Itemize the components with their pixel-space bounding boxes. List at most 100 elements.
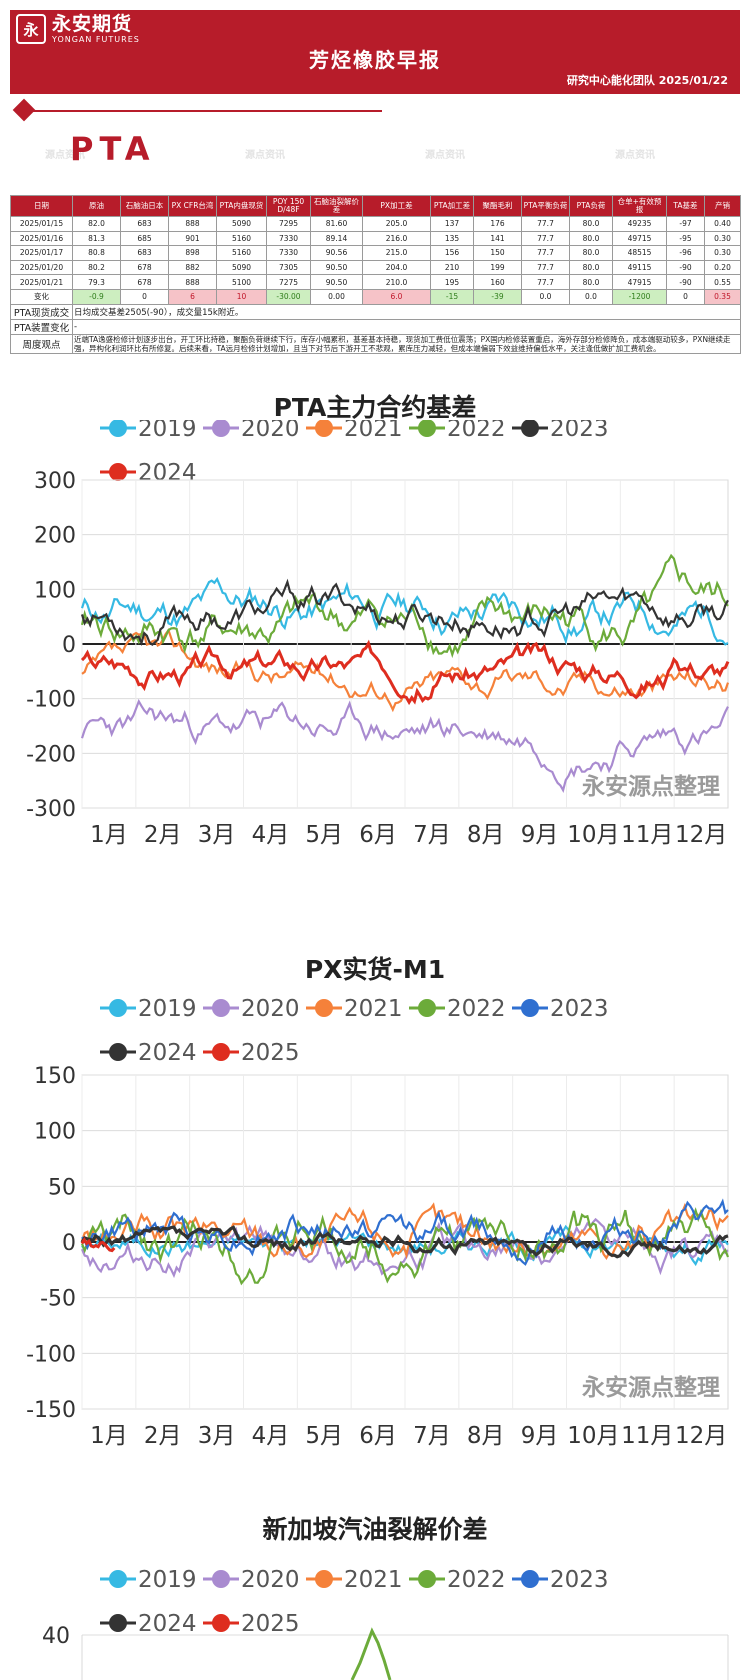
column-header: PX CFR台湾 — [168, 195, 217, 217]
table-cell: 79.3 — [72, 274, 121, 290]
x-tick-label: 2月 — [144, 822, 182, 848]
table-row: 2025/01/21 79.3 678 888 5100 7275 90.50 210.0 19… — [10, 274, 741, 290]
change-cell: -1200 — [612, 288, 667, 305]
y-tick-label: -100 — [26, 1342, 76, 1367]
y-tick-label: 100 — [34, 578, 76, 603]
table-cell: 0.20 — [704, 259, 741, 276]
y-tick-label: -150 — [26, 1398, 76, 1423]
column-header: 日期 — [10, 195, 73, 217]
table-cell: 80.0 — [569, 216, 613, 232]
legend-item: 2020 — [203, 420, 300, 442]
x-tick-label: 1月 — [90, 822, 128, 848]
x-tick-label: 8月 — [467, 822, 505, 848]
table-cell: 77.7 — [521, 230, 570, 247]
chart-title: PTA主力合约基差 — [273, 393, 477, 422]
legend-label: 2022 — [447, 996, 506, 1022]
column-header: 原油 — [72, 195, 121, 217]
table-cell: 2025/01/16 — [10, 230, 73, 247]
watermark: 源点资讯 — [615, 150, 655, 161]
x-tick-label: 10月 — [567, 1423, 619, 1449]
table-cell: 0.40 — [704, 216, 741, 232]
table-cell: 898 — [168, 245, 217, 261]
legend-label: 2024 — [138, 460, 197, 486]
table-cell: 7305 — [266, 259, 311, 276]
x-tick-label: 10月 — [567, 822, 619, 848]
legend-label: 2023 — [550, 420, 609, 442]
table-cell: 0.30 — [704, 230, 741, 247]
table-row: 2025/01/17 80.8 683 898 5160 7330 90.56 215.0 15… — [10, 245, 741, 261]
table-cell: 176 — [473, 216, 522, 232]
spot-row: PTA现货成交 日均成交基差2505(-90），成交量15k附近。 — [10, 303, 741, 320]
y-tick-label: -50 — [40, 1287, 76, 1312]
table-row: 2025/01/20 80.2 678 882 5090 7305 90.50 204.0 21… — [10, 259, 741, 276]
table-cell: 2025/01/21 — [10, 274, 73, 290]
watermark: 源点资讯 — [425, 150, 465, 161]
row-text: 日均成交基差2505(-90），成交量15k附近。 — [72, 303, 741, 320]
series-line — [80, 639, 730, 706]
table-cell: -96 — [666, 245, 705, 261]
table-cell: 678 — [120, 274, 169, 290]
table-cell: 7330 — [266, 230, 311, 247]
table-cell: 0.55 — [704, 274, 741, 290]
legend-label: 2020 — [241, 420, 300, 442]
series-line — [81, 628, 730, 713]
legend-item: 2021 — [306, 1567, 403, 1593]
table-cell: 80.0 — [569, 245, 613, 261]
table-cell: 199 — [473, 259, 522, 276]
row-label: PTA现货成交 — [10, 303, 73, 320]
table-cell: 137 — [430, 216, 474, 232]
report-subtitle: 研究中心能化团队 2025/01/22 — [566, 74, 728, 87]
legend-item: 2023 — [512, 420, 609, 442]
table-cell: 80.0 — [569, 274, 613, 290]
table-cell: 7275 — [266, 274, 311, 290]
x-tick-label: 12月 — [675, 822, 727, 848]
table-cell: -97 — [666, 216, 705, 232]
series-line — [80, 1236, 116, 1253]
legend-item: 2019 — [100, 996, 197, 1022]
report-title: 芳烃橡胶早报 — [309, 48, 441, 72]
legend-item: 2021 — [306, 420, 403, 442]
x-tick-label: 8月 — [467, 1423, 505, 1449]
table-cell: 204.0 — [362, 259, 431, 276]
table-cell: 150 — [473, 245, 522, 261]
table-cell: 683 — [120, 216, 169, 232]
x-tick-label: 7月 — [413, 1423, 451, 1449]
table-cell: 678 — [120, 259, 169, 276]
table-cell: 47915 — [612, 274, 667, 290]
y-tick-label: 50 — [48, 1175, 76, 1200]
pta-data-table: 日期 原油 石脑油日本 PX CFR台湾 PTA内盘现货 POY 150 D/48F 石脑油… — [10, 195, 741, 355]
column-header: 石脑油裂解价差 — [310, 195, 363, 217]
x-tick-label: 11月 — [621, 822, 673, 848]
table-cell: 7330 — [266, 245, 311, 261]
table-cell: 0.30 — [704, 245, 741, 261]
chart-watermark: 永安源点整理 — [582, 1374, 720, 1401]
table-cell: 90.50 — [310, 274, 363, 290]
x-tick-label: 4月 — [252, 822, 290, 848]
column-header: PTA负荷 — [569, 195, 613, 217]
table-row: 2025/01/16 81.3 685 901 5160 7330 89.14 216.0 13… — [10, 230, 741, 247]
column-header: PTA平衡负荷 — [521, 195, 570, 217]
table-cell: 77.7 — [521, 216, 570, 232]
table-header-row: 日期 原油 石脑油日本 PX CFR台湾 PTA内盘现货 POY 150 D/48F 石脑油… — [10, 195, 741, 217]
table-cell: 882 — [168, 259, 217, 276]
y-tick-label: 100 — [34, 1120, 76, 1145]
legend-label: 2023 — [550, 1567, 609, 1593]
legend-label: 2025 — [241, 1611, 300, 1637]
change-cell: 0 — [120, 288, 169, 305]
table-cell: 5100 — [216, 274, 267, 290]
legend-item: 2020 — [203, 1567, 300, 1593]
x-tick-label: 5月 — [305, 822, 343, 848]
table-cell: 90.56 — [310, 245, 363, 261]
x-tick-label: 4月 — [252, 1423, 290, 1449]
table-cell: 5160 — [216, 245, 267, 261]
change-cell: 6.0 — [362, 288, 431, 305]
legend-item: 2023 — [512, 996, 609, 1022]
x-tick-label: 9月 — [521, 1423, 559, 1449]
legend-item: 2024 — [100, 1040, 197, 1066]
table-cell: 195 — [430, 274, 474, 290]
section-title: PTA — [70, 130, 156, 168]
series-line — [80, 698, 729, 793]
section-divider — [30, 110, 382, 112]
legend-item: 2019 — [100, 420, 197, 442]
chart-px-m1-plot: 2019 2020 2021 2022 2023 2024 2025 150 100 50 0 -50… — [26, 996, 730, 1449]
